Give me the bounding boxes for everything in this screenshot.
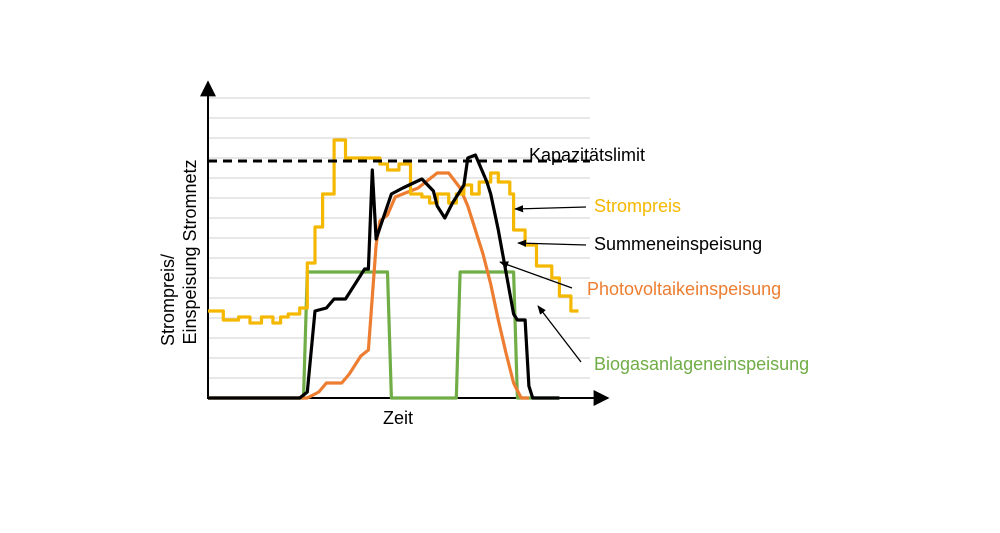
arrow-photovoltaikeinspeisung [499,261,573,289]
y-axis-title-line1: Strompreis/ [158,254,178,346]
legend-biogasanlageneinspeisung: Biogasanlageneinspeisung [594,354,809,374]
capacity-limit-label: Kapazitätslimit [529,145,645,165]
arrow-summeneinspeisung [517,239,587,247]
legend-summeneinspeisung: Summeneinspeisung [594,234,762,254]
series-layer [208,138,579,400]
y-axis-title-line2: Einspeisung Stromnetz [180,159,200,344]
gridlines [208,97,590,379]
legend-strompreis: Strompreis [594,196,681,216]
series-line-biogas [208,270,560,400]
legend-photovoltaikeinspeisung: Photovoltaikeinspeisung [587,279,781,299]
x-axis-title: Zeit [383,408,413,428]
series-line-summe [208,153,560,400]
arrow-strompreis [514,205,587,213]
arrow-biogasanlageneinspeisung [537,305,582,363]
series-line-pv [208,171,529,400]
series-line-strompreis [208,138,579,325]
